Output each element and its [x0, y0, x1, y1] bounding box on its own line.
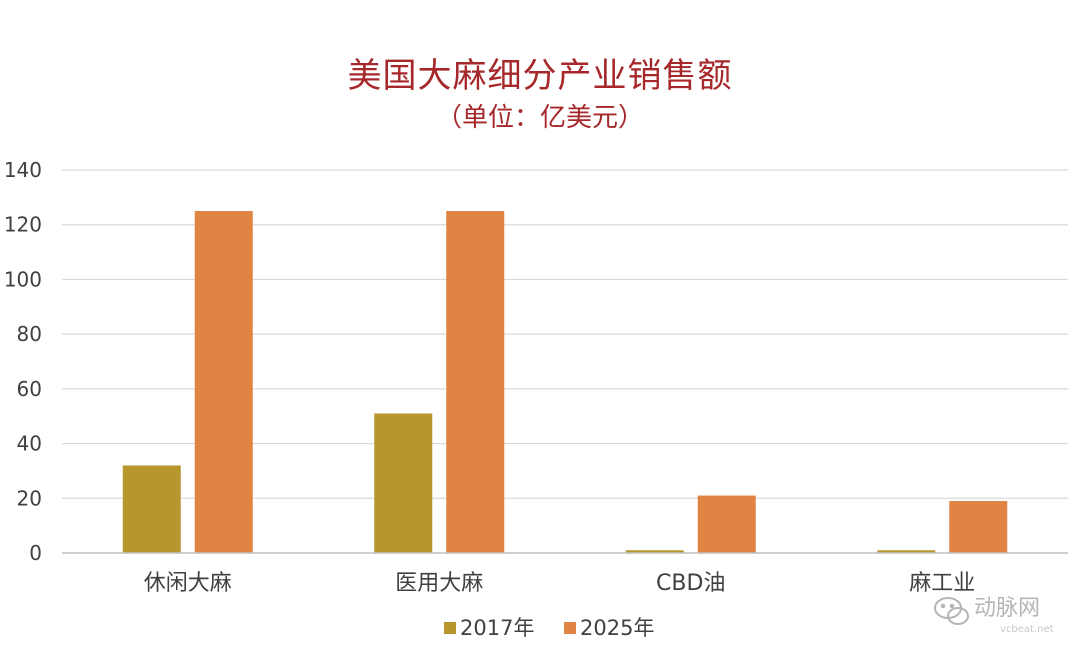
y-tick-label: 60: [17, 377, 42, 401]
legend: 2017年 2025年: [444, 616, 654, 640]
y-axis-ticks: 0 20 40 60 80 100 120 140: [4, 158, 42, 565]
chart-title: 美国大麻细分产业销售额: [347, 56, 733, 96]
bar: [446, 211, 505, 554]
watermark: 动脉网 vcbeat.net: [934, 596, 1054, 635]
legend-label: 2025年: [580, 616, 654, 640]
y-tick-label: 20: [17, 486, 42, 510]
watermark-url: vcbeat.net: [1000, 624, 1054, 635]
x-category-label: 麻工业: [909, 571, 975, 596]
y-tick-label: 80: [17, 322, 42, 346]
watermark-brand: 动脉网: [974, 596, 1040, 621]
bar: [374, 413, 433, 553]
bar: [877, 550, 936, 553]
x-category-label: CBD油: [656, 571, 725, 596]
bar: [697, 495, 756, 553]
x-axis-categories: 休闲大麻 医用大麻 CBD油 麻工业: [144, 571, 976, 596]
bars: [122, 211, 1008, 554]
wechat-icon: [934, 597, 969, 625]
x-category-label: 休闲大麻: [144, 571, 232, 596]
legend-swatch: [444, 622, 456, 634]
y-tick-label: 40: [17, 432, 42, 456]
y-tick-label: 140: [4, 158, 42, 182]
y-tick-label: 120: [4, 213, 42, 237]
chart-subtitle: （单位：亿美元）: [435, 103, 644, 133]
bar: [625, 550, 684, 553]
bar: [194, 211, 253, 554]
y-tick-label: 0: [29, 541, 42, 565]
legend-label: 2017年: [460, 616, 534, 640]
bar: [122, 465, 181, 553]
x-category-label: 医用大麻: [395, 571, 483, 596]
legend-swatch: [564, 622, 576, 634]
y-tick-label: 100: [4, 267, 42, 291]
bar: [949, 501, 1008, 553]
